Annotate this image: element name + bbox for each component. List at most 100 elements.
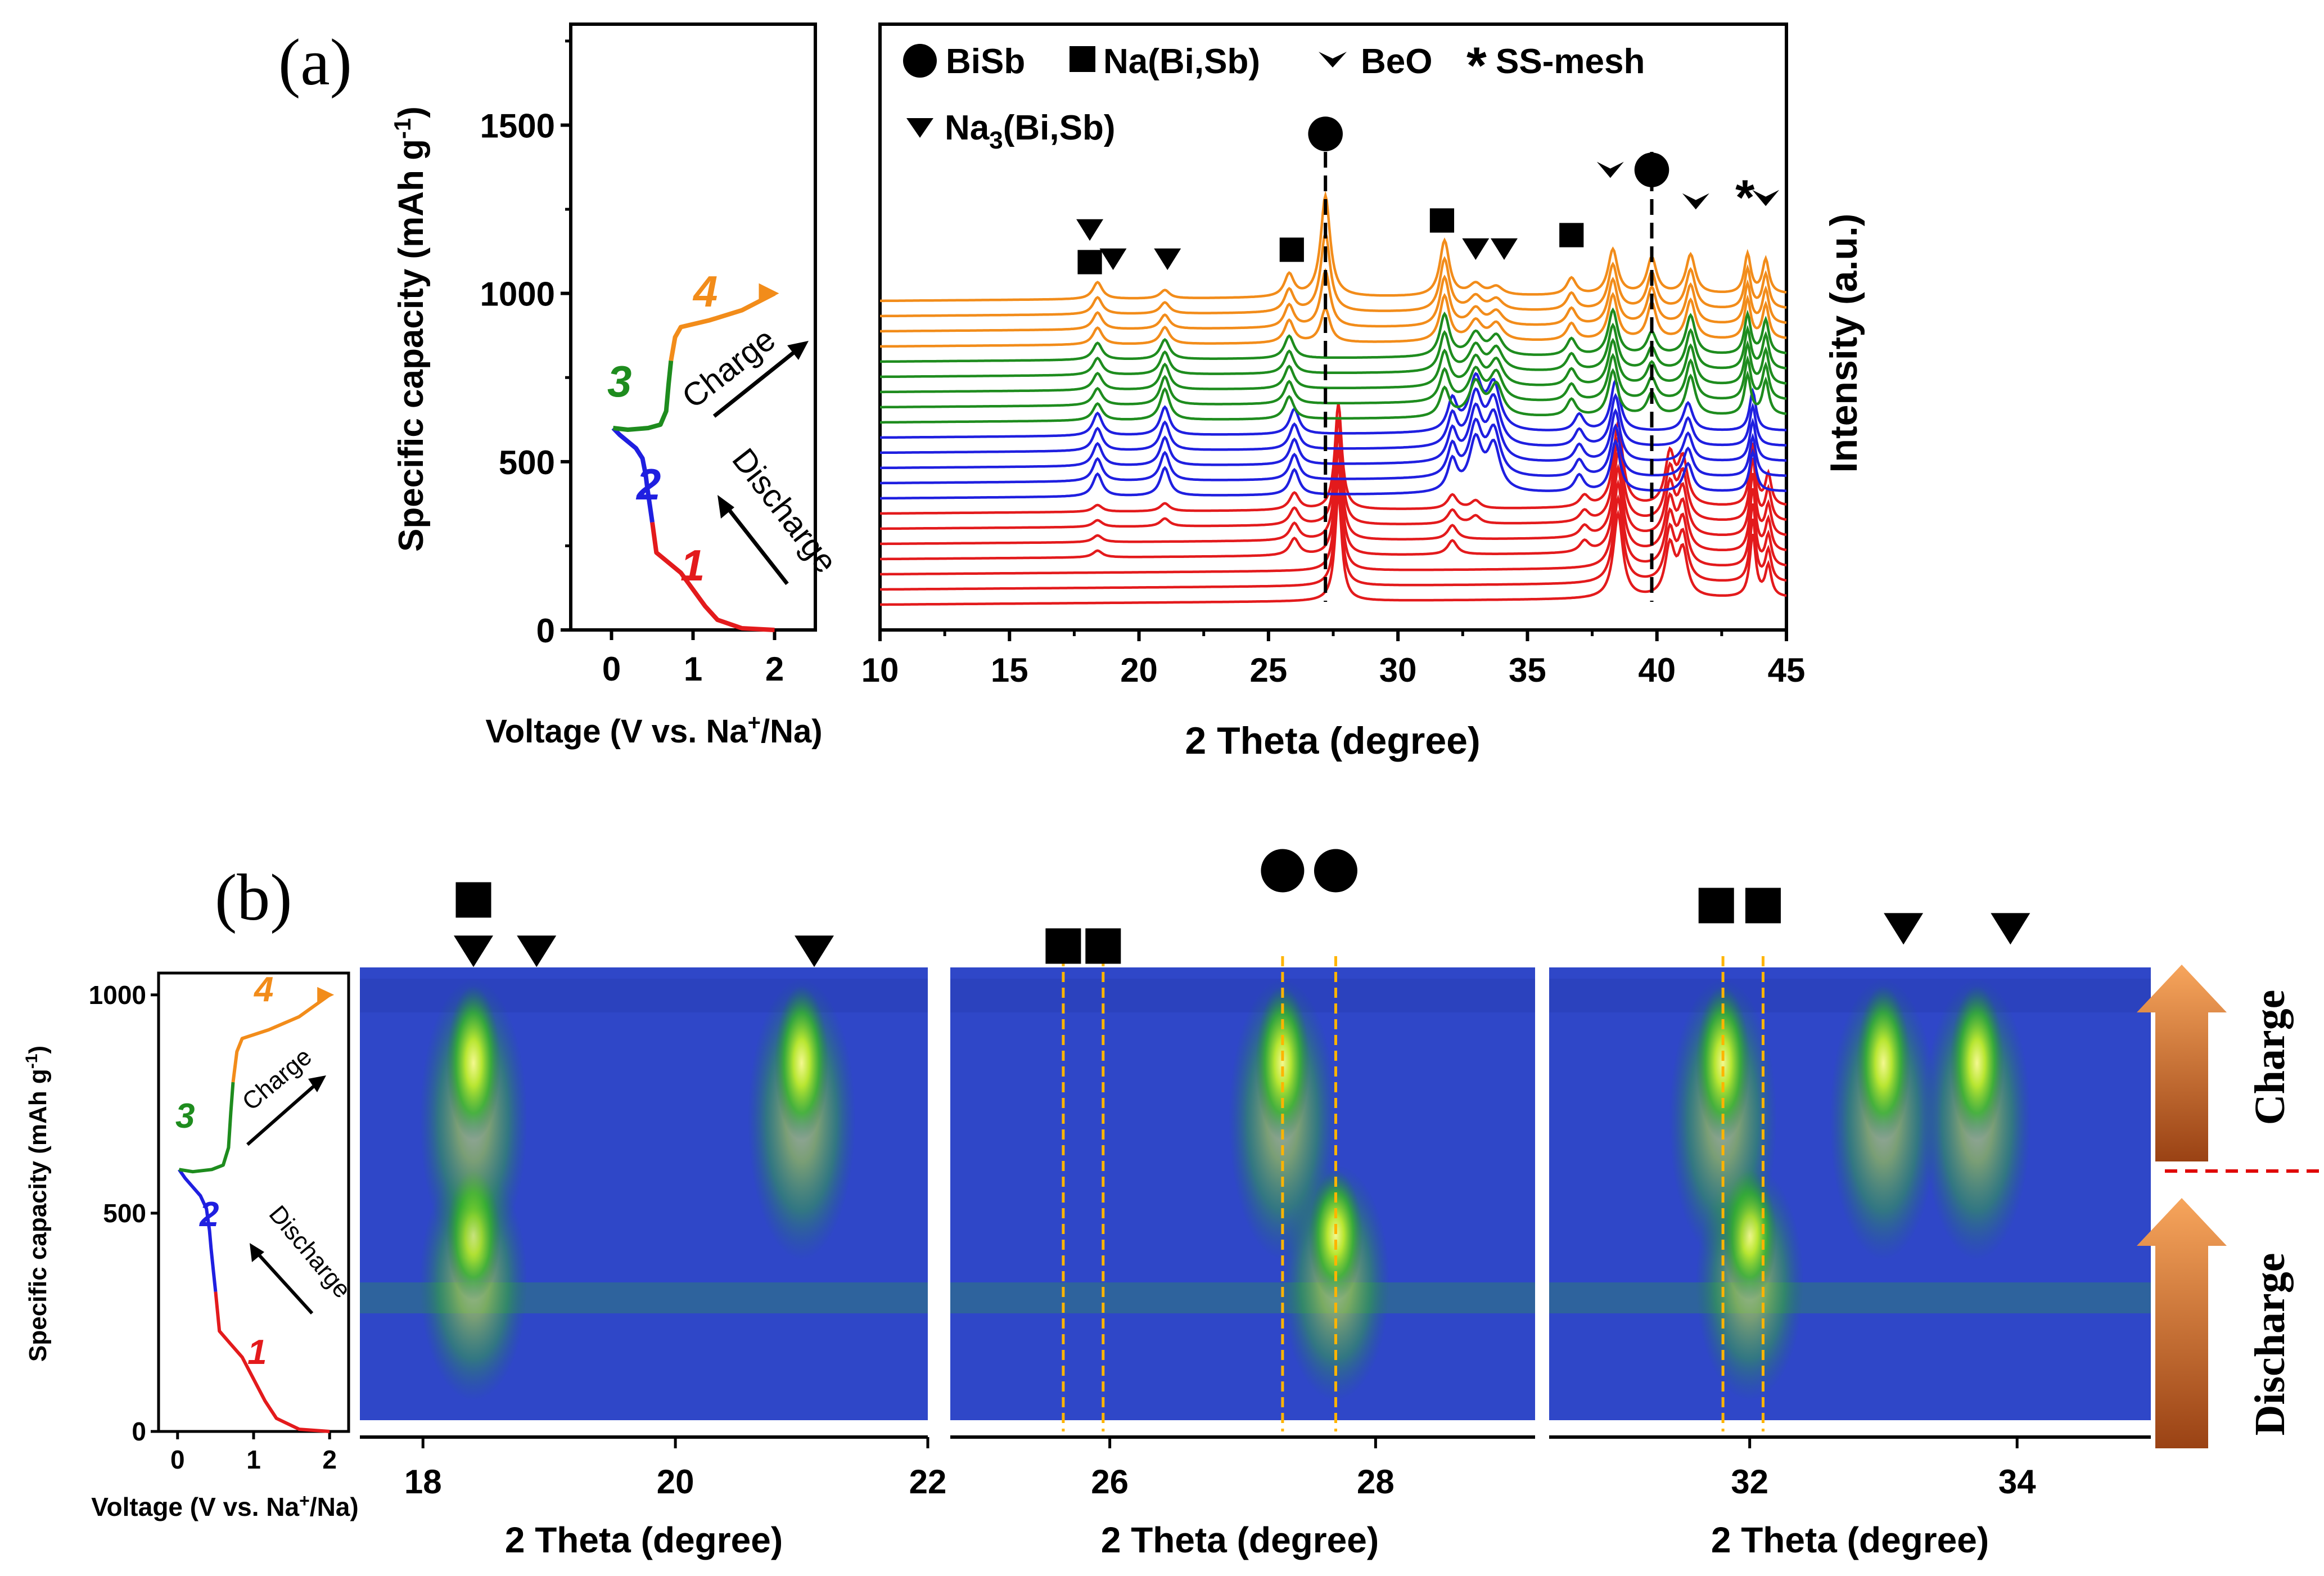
a-voltage-series-1	[650, 521, 775, 632]
a-xrd-xtick-label: 30	[1379, 651, 1417, 689]
b-label-4: 4	[253, 970, 273, 1009]
b-contour-body	[1549, 967, 2151, 1437]
a-xrd-marker-square	[1429, 208, 1455, 233]
a-xrd-ylabel: Intensity (a.u.)	[1822, 214, 1865, 473]
a-xrd-xtick-label: 15	[991, 651, 1028, 689]
b-voltage-xtick-label: 0	[170, 1445, 185, 1474]
a-xrd-xtick-label: 25	[1249, 651, 1287, 689]
b-phase-arrows: Charge Discharge	[2137, 965, 2320, 1448]
legend-na3: Na3(Bi,Sb)	[945, 109, 1116, 154]
a-voltage-series-3	[612, 360, 674, 432]
a-voltage-ytick-label: 0	[536, 612, 555, 650]
b-voltage-series-3	[179, 1082, 235, 1174]
a-voltage-ytick-label: 1500	[480, 107, 555, 145]
a-xrd-pattern-15	[880, 337, 1787, 394]
b-charge-arrowhead	[308, 1075, 326, 1092]
a-xrd-pattern-18	[880, 292, 1787, 348]
a-xrd-pattern-11	[880, 387, 1786, 454]
a-xrd-pattern-21	[880, 190, 1787, 303]
a-xrd-pattern-7	[880, 402, 1787, 515]
a-discharge-text: Discharge	[725, 442, 844, 580]
legend-bisb: BiSb	[946, 42, 1025, 81]
a-xrd-marker-triangle	[1076, 219, 1104, 241]
b-contour-peak	[774, 985, 829, 1141]
b-contour-marker-triangle	[795, 935, 834, 967]
b-charge-text: Charge	[237, 1043, 317, 1116]
b-contour-marker-triangle	[1884, 913, 1924, 945]
a-xrd-xtick-label: 35	[1509, 651, 1546, 689]
b-contour-marker-circle	[1261, 849, 1305, 893]
a-label-2: 2	[635, 460, 661, 509]
b-voltage-ylabel: Specific capacity (mAh g-1)	[22, 1046, 52, 1362]
b-label-3: 3	[175, 1097, 195, 1136]
a-xrd-pattern-13	[880, 368, 1787, 424]
a-xrd-xtick-label: 45	[1768, 651, 1806, 689]
a-xrd-marker-square	[1077, 250, 1102, 274]
b-contour-marker-square	[1045, 928, 1081, 964]
a-xrd-marker-circle	[1634, 152, 1669, 187]
b-contour-xlabel-3: 2 Theta (degree)	[1711, 1520, 1989, 1560]
a-xrd-pattern-1	[879, 494, 1787, 606]
b-contour-chart-3: 32 34	[1549, 888, 2151, 1501]
b-contour-band	[950, 979, 1535, 1012]
b-contour-peak	[446, 985, 500, 1141]
a-xrd-marker-square	[1559, 223, 1584, 247]
a-voltage-xtick-label: 2	[765, 650, 784, 688]
a-xrd-marker-star: *	[1735, 169, 1755, 225]
legend-ssmesh: SS-mesh	[1496, 42, 1645, 81]
a-voltage-xtick-label: 0	[602, 650, 621, 688]
b-contour-band	[950, 1282, 1535, 1313]
b-contour-marker-triangle	[454, 935, 493, 967]
b-contour-marker-square	[1745, 888, 1781, 924]
a-charge-arrow	[712, 347, 800, 418]
b-voltage-ytick-label: 500	[103, 1199, 146, 1228]
b-contour-xtick-label: 28	[1357, 1463, 1395, 1501]
a-xrd-pattern-20	[880, 229, 1787, 318]
a-xrd-legend: BiSb Na(Bi,Sb) BeO * SS-mesh Na3(Bi,Sb)	[903, 37, 1645, 154]
a-xrd-marker-chevron	[1682, 193, 1709, 210]
a-xrd-pattern-3	[879, 463, 1787, 576]
a-voltage-xlabel: Voltage (V vs. Na+/Na)	[485, 710, 822, 750]
a-xrd-pattern-6	[880, 417, 1787, 530]
b-discharge-big-arrow	[2137, 1198, 2227, 1448]
a-xrd-pattern-10	[880, 402, 1786, 470]
b-voltage-xtick-label: 1	[246, 1445, 261, 1474]
a-xrd-xtick-label: 40	[1638, 651, 1676, 689]
b-contour-peak	[1696, 985, 1750, 1141]
b-charge-big-arrow	[2137, 965, 2227, 1161]
b-voltage-end-arrow	[317, 987, 335, 1003]
b-contour-xtick-label: 34	[1998, 1463, 2036, 1501]
b-contour-peak	[1856, 985, 1911, 1141]
a-xrd-chart: 10 15 20 25 30 35 40 45 * 2 Theta (degree) Inte…	[861, 22, 1865, 762]
b-contour-xtick-label: 18	[404, 1463, 442, 1501]
a-label-1: 1	[680, 541, 705, 590]
b-contour-marker-circle	[1314, 849, 1357, 893]
a-xrd-pattern-4	[880, 448, 1787, 561]
a-xrd-marker-chevron	[1596, 161, 1624, 178]
a-xrd-pattern-2	[879, 479, 1787, 591]
b-contour-xlabel-1: 2 Theta (degree)	[505, 1520, 783, 1560]
b-contour-xtick-label: 20	[657, 1463, 694, 1501]
a-voltage-ytick-label: 500	[499, 444, 555, 481]
panel-label-b: (b)	[215, 861, 292, 934]
a-xrd-marker-triangle	[1490, 238, 1518, 260]
a-voltage-end-arrow	[759, 283, 779, 304]
b-voltage-series-1	[214, 1291, 330, 1433]
a-xrd-marker-circle	[1308, 116, 1343, 151]
b-contour-body	[360, 967, 928, 1437]
a-xrd-marker-square	[1279, 237, 1304, 262]
b-contour-baseline-gap	[1549, 1420, 2151, 1437]
b-contour-marker-triangle	[517, 935, 557, 967]
b-voltage-xlabel: Voltage (V vs. Na+/Na)	[91, 1491, 358, 1521]
a-voltage-series-2	[611, 426, 655, 523]
legend-chevron-icon	[1319, 52, 1347, 67]
b-contour-marker-triangle	[1991, 913, 2030, 945]
a-xrd-pattern-8	[880, 433, 1786, 500]
b-discharge-arrowhead	[250, 1243, 264, 1262]
a-xrd-xtick-label: 20	[1120, 651, 1158, 689]
b-voltage-series-4	[231, 993, 331, 1083]
b-discharge-text: Discharge	[264, 1200, 357, 1303]
b-contour-chart-1: 18 20 22	[360, 882, 946, 1501]
a-xrd-marker-triangle	[1462, 238, 1490, 260]
